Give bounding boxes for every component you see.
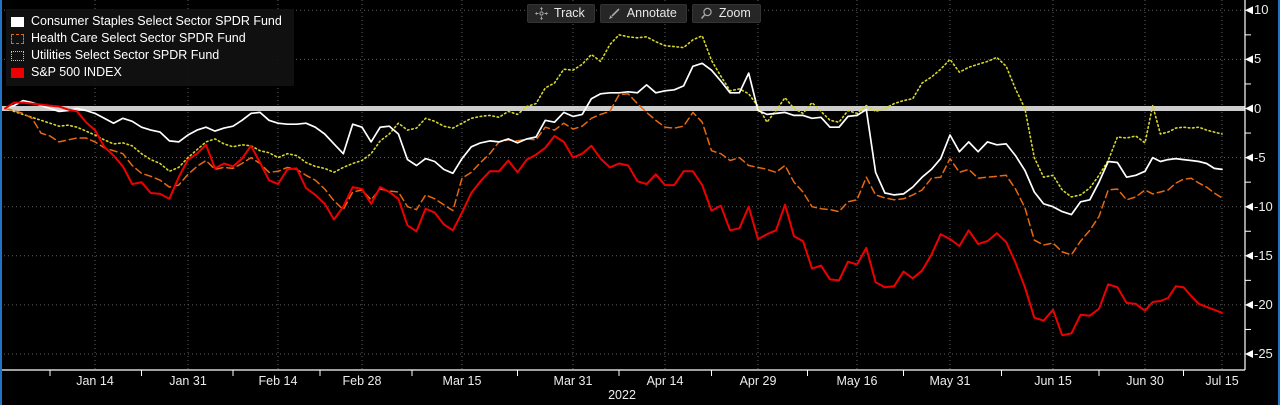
series-line-health-care-select-sector-spdr-fund	[4, 93, 1223, 256]
y-axis-arrow-tick	[1245, 104, 1253, 113]
track-button[interactable]: Track	[527, 4, 595, 23]
legend-item-sp500[interactable]: S&P 500 INDEX	[11, 64, 282, 81]
annotate-pencil-icon	[608, 7, 621, 20]
x-axis-label: Jul 15	[1205, 374, 1239, 388]
y-axis-label: 5	[1254, 51, 1262, 67]
y-axis-arrow-tick	[1245, 6, 1253, 15]
x-axis-label: Feb 28	[342, 374, 382, 388]
legend-label: S&P 500 INDEX	[31, 65, 122, 79]
sp500-swatch-icon	[11, 67, 24, 78]
zoom-button[interactable]: Zoom	[691, 4, 761, 23]
x-axis-label: May 16	[836, 374, 878, 388]
y-axis-arrow-tick	[1245, 350, 1253, 358]
x-axis-label: Jun 15	[1034, 374, 1072, 388]
legend-item-health-care[interactable]: Health Care Select Sector SPDR Fund	[11, 30, 282, 47]
x-axis-label: Jun 30	[1126, 374, 1164, 388]
x-axis-label: Jan 31	[169, 374, 207, 388]
left-edge-border	[0, 0, 2, 405]
x-axis-label: Jan 14	[76, 374, 114, 388]
y-axis-label: -10	[1254, 198, 1273, 214]
x-axis-label: Apr 29	[739, 374, 777, 388]
legend: Consumer Staples Select Sector SPDR Fund…	[6, 9, 294, 86]
y-axis-arrow-tick	[1245, 153, 1253, 162]
legend-label: Health Care Select Sector SPDR Fund	[31, 31, 246, 45]
y-axis-arrow-tick	[1245, 300, 1253, 309]
y-axis-label: 10	[1254, 2, 1269, 18]
y-axis-arrow-tick	[1245, 251, 1253, 260]
x-axis-label: Apr 14	[646, 374, 684, 388]
y-axis-label: -15	[1254, 247, 1273, 263]
series-line-s-p-500-index	[4, 101, 1223, 337]
x-axis-label: Feb 14	[258, 374, 298, 388]
x-axis-label: Mar 15	[442, 374, 482, 388]
y-axis-arrow-tick	[1245, 202, 1253, 211]
y-axis-label: -25	[1254, 346, 1273, 361]
x-axis-label: May 31	[929, 374, 971, 388]
series-line-consumer-staples-select-sector-spdr-fund	[4, 62, 1223, 216]
right-edge-border	[1278, 0, 1280, 405]
chart-toolbar: Track Annotate Zoom	[527, 4, 761, 23]
legend-item-utilities[interactable]: Utilities Select Sector SPDR Fund	[11, 47, 282, 64]
legend-item-consumer-staples[interactable]: Consumer Staples Select Sector SPDR Fund	[11, 13, 282, 30]
health-care-swatch-icon	[11, 33, 24, 44]
track-crosshair-icon	[535, 6, 548, 20]
consumer-staples-swatch-icon	[11, 16, 24, 27]
utilities-swatch-icon	[11, 50, 24, 61]
y-axis-arrow-tick	[1245, 55, 1253, 64]
annotate-button-label: Annotate	[626, 6, 677, 20]
zoom-button-label: Zoom	[718, 6, 751, 20]
legend-label: Consumer Staples Select Sector SPDR Fund	[31, 14, 282, 28]
annotate-button[interactable]: Annotate	[599, 4, 687, 23]
y-axis-label: 0	[1254, 100, 1262, 116]
legend-label: Utilities Select Sector SPDR Fund	[31, 48, 220, 62]
x-axis-label: Mar 31	[553, 374, 593, 388]
y-axis-label: -20	[1254, 296, 1273, 312]
x-axis-year-label: 2022	[608, 388, 636, 402]
series-line-utilities-select-sector-spdr-fund	[4, 33, 1223, 198]
track-button-label: Track	[554, 6, 585, 20]
zero-line	[0, 106, 1245, 111]
y-axis-label: -5	[1254, 149, 1266, 165]
zoom-magnifier-icon	[700, 7, 713, 20]
